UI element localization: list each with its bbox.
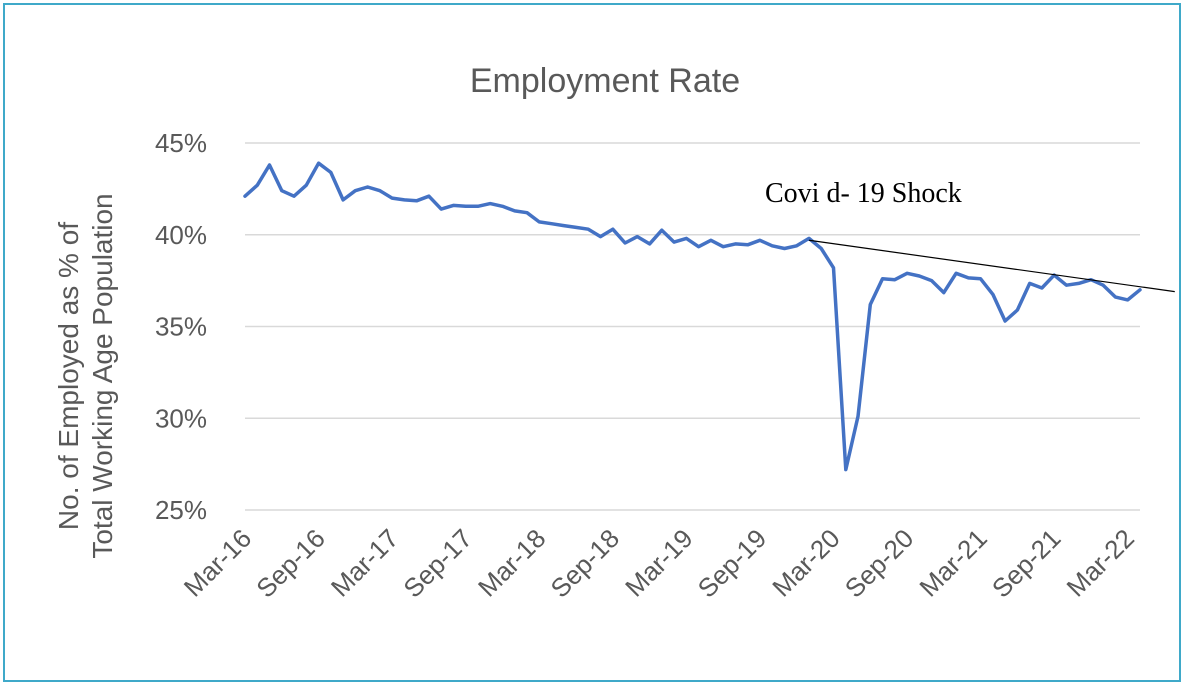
y-tick-label: 45%: [155, 128, 207, 158]
x-tick-label: Mar-17: [325, 523, 404, 602]
x-tick-label: Sep-18: [545, 523, 625, 603]
x-tick-label: Mar-19: [619, 523, 698, 602]
x-tick-labels: Mar-16Sep-16Mar-17Sep-17Mar-18Sep-18Mar-…: [178, 523, 1140, 603]
y-tick-label: 30%: [155, 403, 207, 433]
x-tick-label: Sep-19: [692, 523, 772, 603]
x-tick-label: Mar-16: [178, 523, 257, 602]
x-tick-label: Sep-21: [986, 523, 1066, 603]
x-tick-label: Mar-22: [1061, 523, 1140, 602]
y-tick-labels: 25% 30% 35% 40% 45%: [155, 128, 207, 525]
y-tick-label: 40%: [155, 220, 207, 250]
x-tick-label: Sep-17: [397, 523, 477, 603]
covid-trend-line: [808, 239, 1175, 293]
y-tick-label: 25%: [155, 495, 207, 525]
plot-area: [243, 161, 1142, 472]
x-tick-label: Sep-20: [839, 523, 919, 603]
covid-shock-label: Covi d- 19 Shock: [765, 178, 962, 209]
chart-title: Employment Rate: [470, 62, 740, 100]
y-tick-label: 35%: [155, 312, 207, 342]
gridlines: [245, 142, 1140, 511]
x-tick-label: Mar-18: [472, 523, 551, 602]
chart-frame: [3, 3, 1181, 682]
x-tick-label: Mar-21: [913, 523, 992, 602]
annotation: Covi d- 19 Shock: [765, 178, 1175, 293]
series-line: [243, 161, 1142, 472]
x-tick-label: Sep-16: [250, 523, 330, 603]
y-axis-label-line: No. of Employed as % of: [53, 222, 84, 530]
x-tick-label: Mar-20: [766, 523, 845, 602]
y-axis-label-line: Total Working Age Population: [87, 193, 118, 558]
y-axis-label: No. of Employed as % of Total Working Age…: [53, 193, 118, 558]
